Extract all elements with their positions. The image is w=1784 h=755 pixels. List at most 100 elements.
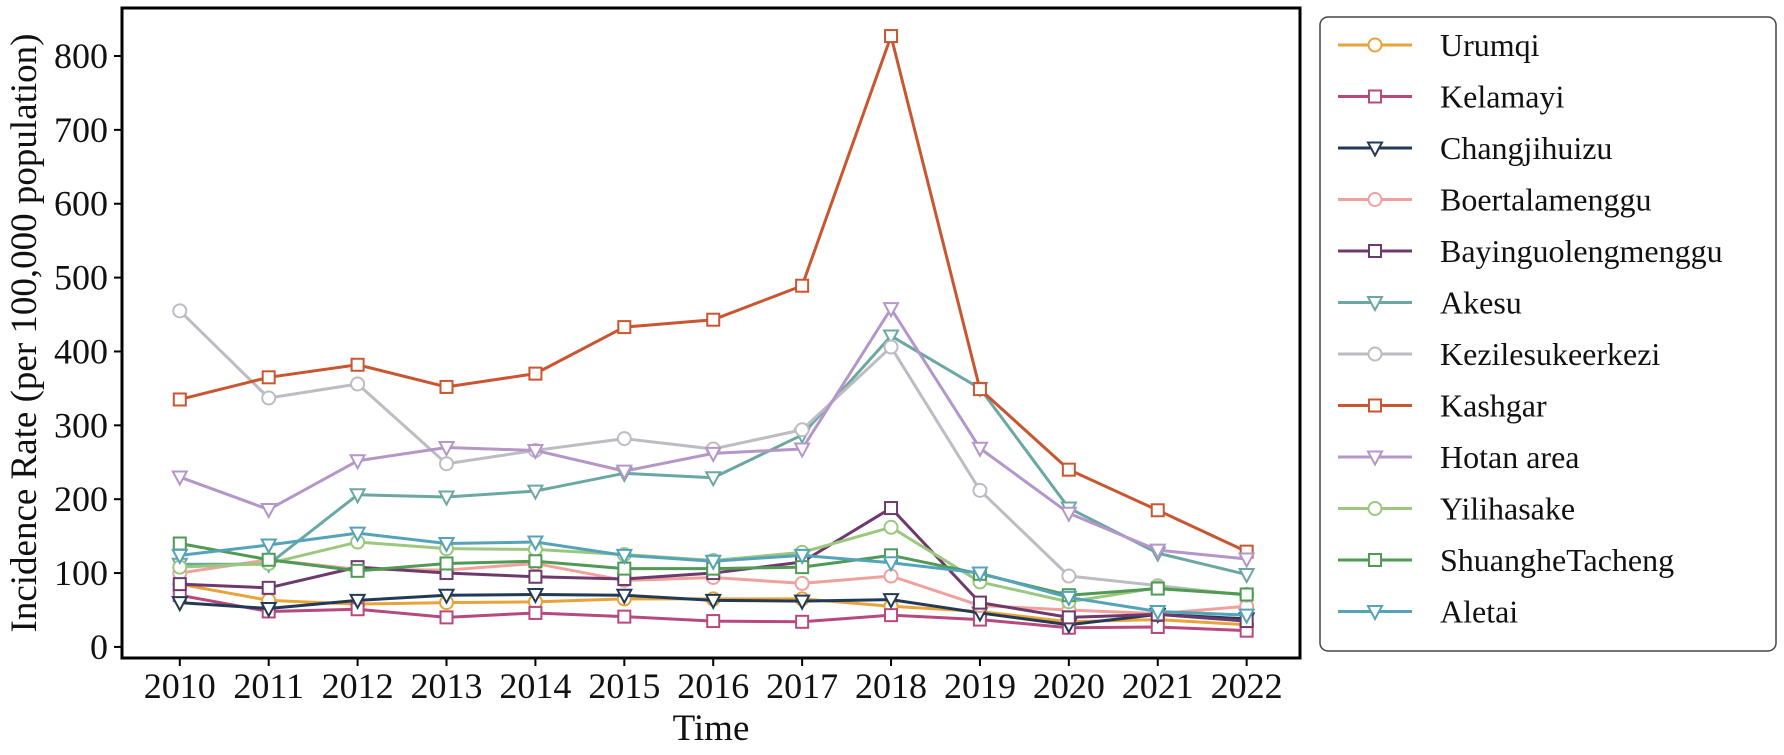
x-tick-label: 2018 (855, 666, 927, 706)
legend-swatch-marker (1368, 553, 1382, 567)
data-point-kezilesukeerkezi (972, 482, 988, 498)
data-point-bayinguolengmenggu (172, 577, 187, 592)
data-point-kashgar (972, 382, 987, 397)
legend-swatch-marker (1367, 501, 1383, 516)
data-point-kezilesukeerkezi (883, 339, 899, 355)
data-point-changjihuizu (615, 588, 633, 605)
legend-label: Akesu (1440, 285, 1522, 321)
data-point-aletai (437, 537, 456, 554)
data-point-hotan-area (437, 440, 456, 458)
data-point-akesu (526, 484, 545, 501)
legend-label: Aletai (1440, 594, 1518, 630)
data-point-kezilesukeerkezi (172, 303, 188, 319)
x-tick-label: 2017 (766, 666, 838, 706)
x-tick-label: 2011 (233, 666, 304, 706)
data-point-hotan-area (348, 454, 367, 471)
data-point-bayinguolengmenggu (884, 501, 899, 516)
legend-item-hotan-area: Hotan area (1338, 439, 1579, 475)
data-point-kashgar (1150, 503, 1165, 518)
x-tick-label: 2013 (411, 666, 483, 706)
data-point-kezilesukeerkezi (1061, 568, 1077, 584)
x-tick-label: 2019 (944, 666, 1016, 706)
legend-label: Boertalamenggu (1440, 182, 1651, 218)
data-point-akesu (704, 471, 722, 488)
x-tick-label: 2012 (322, 666, 394, 706)
data-point-yilihasake (883, 519, 899, 535)
legend-swatch-marker (1366, 605, 1384, 622)
legend-item-yilihasake: Yilihasake (1338, 491, 1575, 527)
x-tick-label: 2020 (1033, 666, 1105, 706)
legend-swatch-marker (1366, 296, 1384, 313)
data-point-kelamayi (439, 610, 454, 625)
data-point-bayinguolengmenggu (261, 580, 276, 595)
data-point-kashgar (795, 278, 810, 293)
data-point-aletai (882, 556, 900, 573)
data-point-akesu (1237, 568, 1256, 585)
data-point-hotan-area (260, 503, 278, 520)
data-point-kezilesukeerkezi (261, 390, 277, 406)
legend-item-kashgar: Kashgar (1338, 388, 1547, 424)
data-point-shuanghetacheng (528, 554, 543, 569)
series-kashgar (172, 29, 1254, 559)
data-point-hotan-area (793, 442, 811, 459)
data-point-shuanghetacheng (1150, 581, 1165, 596)
y-axis: 0 100 200 300 400 500 600 700 800 (54, 36, 122, 667)
legend-label: Changjihuizu (1440, 130, 1612, 166)
legend-label: Kelamayi (1440, 79, 1565, 115)
legend-swatch-marker (1368, 398, 1382, 413)
data-point-aletai (348, 526, 367, 543)
plot-frame (120, 6, 1302, 660)
y-tick-label: 300 (54, 405, 108, 445)
data-point-kelamayi (706, 614, 721, 629)
legend-swatch-marker (1368, 244, 1382, 258)
legend-item-boertalamenggu: Boertalamenggu (1338, 182, 1651, 218)
legend-swatch-marker (1366, 141, 1384, 158)
data-point-kelamayi (795, 614, 810, 629)
data-point-hotan-area (1149, 543, 1167, 560)
data-point-changjihuizu (437, 588, 456, 605)
legend-label: Kezilesukeerkezi (1440, 336, 1660, 372)
data-point-aletai (971, 566, 989, 583)
legend-swatch-marker (1366, 450, 1384, 467)
y-tick-label: 600 (54, 184, 108, 224)
y-tick-label: 400 (54, 331, 108, 371)
data-point-akesu (348, 488, 367, 505)
data-point-aletai (704, 554, 722, 571)
data-point-shuanghetacheng (261, 552, 276, 567)
data-point-aletai (171, 548, 189, 565)
data-point-aletai (793, 548, 811, 565)
legend-swatch-marker (1367, 346, 1383, 362)
data-point-changjihuizu (260, 602, 278, 619)
data-point-kelamayi (884, 608, 899, 623)
legend-label: Kashgar (1440, 388, 1547, 424)
data-point-kashgar (172, 392, 187, 407)
x-tick-label: 2014 (499, 666, 571, 706)
legend-item-shuanghetacheng: ShuangheTacheng (1338, 542, 1674, 578)
x-tick-label: 2021 (1122, 666, 1194, 706)
data-point-changjihuizu (526, 587, 545, 605)
data-point-boertalamenggu (794, 575, 810, 591)
data-point-hotan-area (971, 441, 989, 458)
data-point-changjihuizu (704, 593, 722, 610)
data-point-changjihuizu (171, 596, 189, 613)
data-point-shuanghetacheng (1239, 587, 1254, 602)
data-point-shuanghetacheng (350, 563, 365, 578)
x-tick-label: 2016 (677, 666, 749, 706)
x-tick-label: 2022 (1211, 666, 1283, 706)
data-point-bayinguolengmenggu (1061, 610, 1076, 625)
legend-item-bayinguolengmenggu: Bayinguolengmenggu (1338, 233, 1723, 269)
legend-label: Bayinguolengmenggu (1440, 233, 1723, 269)
legend-label: Urumqi (1440, 27, 1540, 63)
legend-label: Hotan area (1440, 439, 1579, 475)
series-line-hotan-area (179, 307, 1247, 561)
legend-label: Yilihasake (1440, 491, 1575, 527)
legend-item-kelamayi: Kelamayi (1338, 79, 1565, 115)
legend-label: ShuangheTacheng (1440, 542, 1674, 578)
y-tick-label: 0 (90, 627, 108, 667)
data-point-kashgar (1061, 462, 1076, 477)
legend-entries: Urumqi Kelamayi Changjihuizu Boertalamenggu… (1338, 27, 1723, 630)
legend-swatch-marker (1367, 192, 1383, 207)
data-point-kashgar (350, 357, 365, 372)
